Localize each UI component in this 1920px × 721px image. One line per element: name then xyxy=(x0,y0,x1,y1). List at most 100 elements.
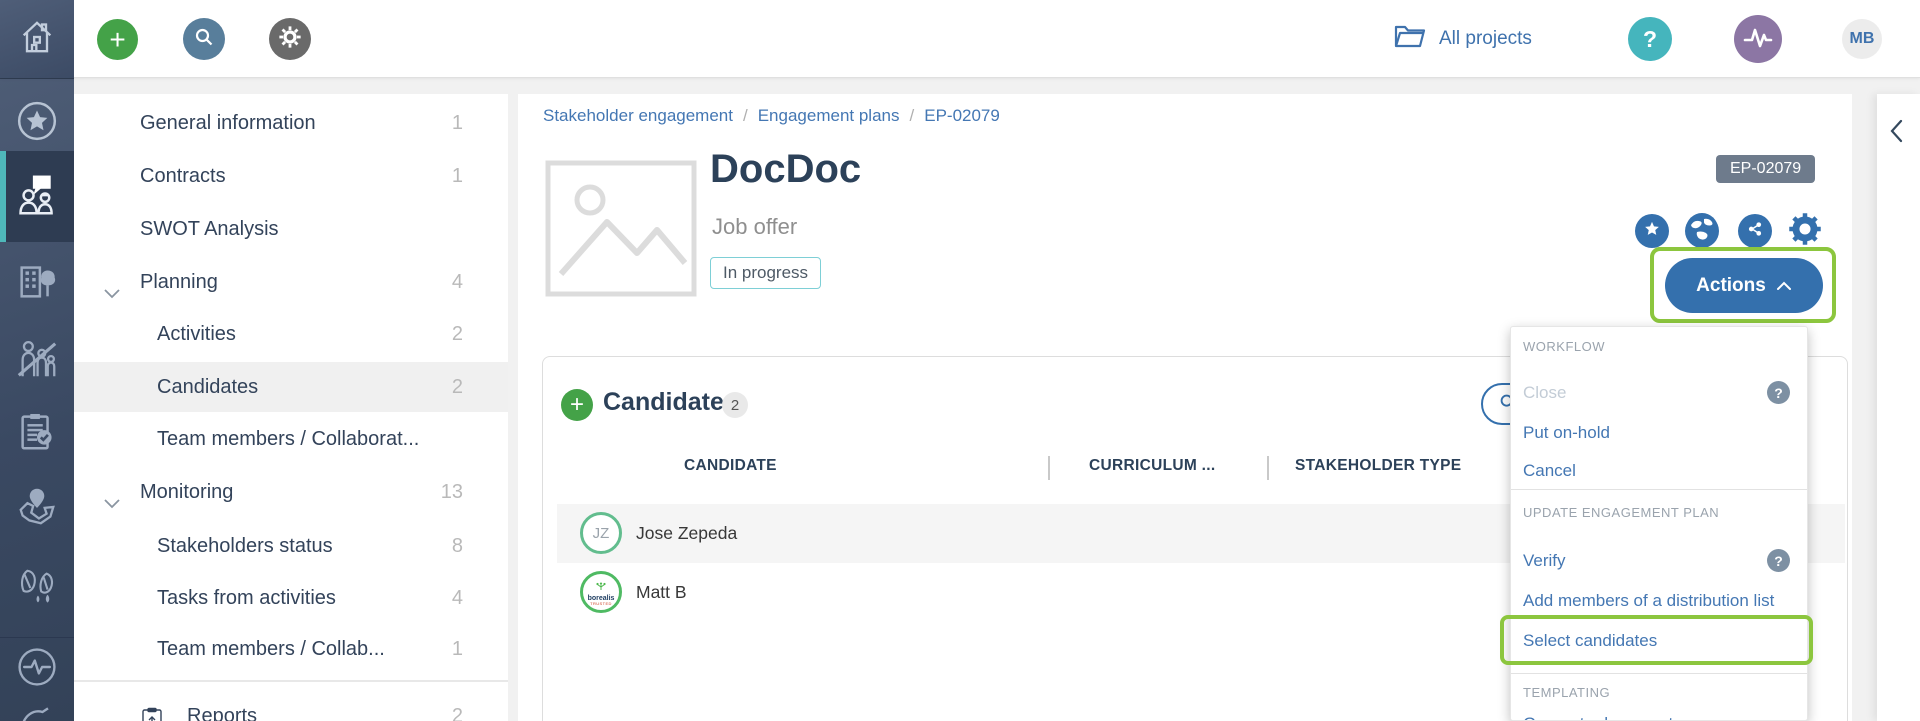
nav-item-general-information[interactable]: General information 1 xyxy=(74,101,508,145)
nav-count: 4 xyxy=(451,587,463,609)
share-icon xyxy=(1745,219,1765,244)
leaves-icon xyxy=(14,565,60,616)
sidebar-item-more[interactable] xyxy=(13,701,61,721)
avatar-initials: MB xyxy=(1849,30,1875,47)
create-button[interactable]: + xyxy=(97,19,138,60)
nav-item-monitoring[interactable]: Monitoring 13 xyxy=(74,470,508,514)
nav-item-planning[interactable]: Planning 4 xyxy=(74,260,508,304)
actions-button[interactable]: Actions xyxy=(1665,258,1823,313)
chevron-left-icon xyxy=(1888,119,1904,148)
nav-label: Candidates xyxy=(157,376,259,398)
help-icon[interactable]: ? xyxy=(1767,381,1790,404)
menu-item-close: Close xyxy=(1523,383,1567,402)
nav-item-candidates[interactable]: Candidates 2 xyxy=(74,362,508,412)
actions-dropdown-menu: WORKFLOW Close ? Put on-hold Cancel UPDA… xyxy=(1510,326,1808,721)
clipboard-check-icon xyxy=(14,409,60,460)
nav-divider xyxy=(74,680,508,682)
map-pin-icon xyxy=(14,483,60,534)
help-button[interactable]: ? xyxy=(1628,17,1672,61)
page-subtitle: Job offer xyxy=(712,214,798,239)
menu-item-add-members-distribution-list[interactable]: Add members of a distribution list xyxy=(1523,591,1775,610)
activity-button[interactable] xyxy=(1734,15,1782,63)
breadcrumb-stakeholder-engagement[interactable]: Stakeholder engagement xyxy=(543,106,733,125)
collapse-panel-button[interactable] xyxy=(1888,118,1904,149)
menu-item-generate-document[interactable]: Generate document xyxy=(1523,710,1673,720)
menu-item-cancel[interactable]: Cancel xyxy=(1523,461,1576,480)
menu-section-templating: TEMPLATING xyxy=(1523,685,1611,700)
star-icon xyxy=(1642,219,1662,244)
column-header-stakeholder-type: STAKEHOLDER TYPE xyxy=(1295,457,1462,474)
breadcrumb-current[interactable]: EP-02079 xyxy=(924,106,1000,125)
question-glyph: ? xyxy=(1774,384,1783,401)
sidebar-item-activity[interactable] xyxy=(13,645,61,693)
candidate-name: Jose Zepeda xyxy=(636,523,738,543)
status-badge: In progress xyxy=(710,257,822,289)
nav-item-reports[interactable]: Reports 2 xyxy=(74,694,508,721)
chevron-down-icon[interactable] xyxy=(103,274,121,318)
sidebar-item-map[interactable] xyxy=(13,484,61,532)
candidates-count-badge: 2 xyxy=(722,392,748,418)
nav-item-stakeholders-status[interactable]: Stakeholders status 8 xyxy=(74,524,508,568)
borealis-logo-avatar: borealis TRUSTED xyxy=(580,571,622,613)
sidebar-item-environment[interactable] xyxy=(13,566,61,614)
nav-label: General information xyxy=(140,112,316,134)
home-button[interactable] xyxy=(0,0,74,78)
plan-image-placeholder xyxy=(545,160,697,302)
nav-count: 2 xyxy=(451,323,463,345)
gear-icon xyxy=(277,24,303,55)
menu-divider xyxy=(1511,673,1807,674)
plus-icon: + xyxy=(109,23,126,55)
nav-label: Stakeholders status xyxy=(157,535,333,557)
nav-label: Activities xyxy=(157,323,236,345)
settings-button[interactable] xyxy=(269,18,311,60)
nav-item-tasks-from-activities[interactable]: Tasks from activities 4 xyxy=(74,576,508,620)
reference-tag: EP-02079 xyxy=(1716,155,1816,183)
nav-item-team-members-monitoring[interactable]: Team members / Collab... 1 xyxy=(74,627,508,671)
column-header-curriculum: CURRICULUM ... xyxy=(1089,457,1216,474)
nav-item-activities[interactable]: Activities 2 xyxy=(74,312,508,356)
menu-item-put-on-hold[interactable]: Put on-hold xyxy=(1523,423,1610,442)
nav-count: 2 xyxy=(451,376,463,398)
menu-item-verify[interactable]: Verify xyxy=(1523,551,1566,570)
stakeholders-chat-icon xyxy=(14,172,60,223)
sidebar-item-impacted-people[interactable] xyxy=(13,337,61,385)
nav-count: 4 xyxy=(451,271,463,293)
help-icon[interactable]: ? xyxy=(1767,549,1790,572)
logo-text: borealis xyxy=(587,594,615,602)
favorite-button[interactable] xyxy=(1635,214,1669,248)
candidate-row-matt-b[interactable]: borealis TRUSTED Matt B xyxy=(557,563,1845,622)
menu-item-select-candidates[interactable]: Select candidates xyxy=(1523,631,1658,650)
nav-label: SWOT Analysis xyxy=(140,218,279,240)
share-button[interactable] xyxy=(1738,214,1772,248)
top-bar: + xyxy=(0,0,1920,78)
folder-icon xyxy=(1393,21,1427,57)
all-projects-label: All projects xyxy=(1439,28,1532,49)
user-avatar[interactable]: MB xyxy=(1842,19,1882,59)
sidebar-item-stakeholder-engagement[interactable] xyxy=(13,173,61,221)
globe-button[interactable] xyxy=(1685,212,1719,248)
right-side-panel xyxy=(1877,94,1920,721)
partial-icon xyxy=(15,701,59,721)
global-search-button[interactable] xyxy=(183,18,225,60)
question-icon: ? xyxy=(1642,25,1658,52)
chevron-up-icon xyxy=(1776,275,1792,297)
nav-count: 2 xyxy=(451,705,463,721)
report-icon xyxy=(141,705,163,721)
sidebar-item-favorites[interactable] xyxy=(13,99,61,147)
add-candidate-button[interactable]: + xyxy=(561,389,593,421)
nav-item-team-members-planning[interactable]: Team members / Collaborat... xyxy=(74,417,508,461)
column-separator xyxy=(1267,456,1269,480)
sidebar-item-organizations[interactable] xyxy=(13,259,61,307)
candidates-section-title: Candidates xyxy=(603,388,738,416)
plan-settings-button[interactable] xyxy=(1788,212,1822,248)
all-projects-link[interactable]: All projects xyxy=(1393,0,1532,78)
nav-item-swot-analysis[interactable]: SWOT Analysis xyxy=(74,207,508,251)
pulse-circle-icon xyxy=(15,645,59,694)
breadcrumb-engagement-plans[interactable]: Engagement plans xyxy=(757,106,900,125)
nav-item-contracts[interactable]: Contracts 1 xyxy=(74,154,508,198)
sidebar-active-indicator xyxy=(0,151,74,242)
pulse-icon xyxy=(1741,20,1775,59)
breadcrumb-separator: / xyxy=(742,106,748,125)
chevron-down-icon[interactable] xyxy=(103,484,121,528)
sidebar-item-assessments[interactable] xyxy=(13,410,61,458)
